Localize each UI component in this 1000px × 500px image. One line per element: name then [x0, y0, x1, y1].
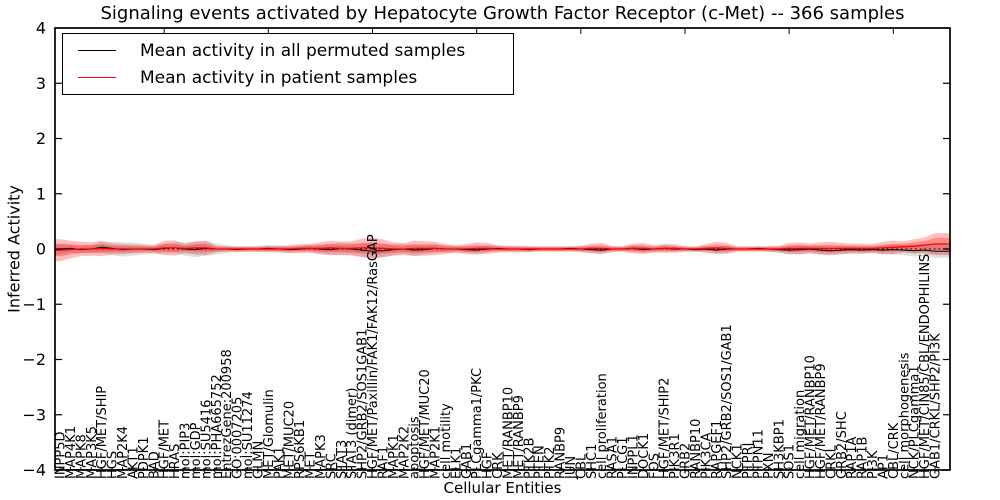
legend: Mean activity in all permuted samples Me… [62, 33, 514, 95]
y-tick-label: −1 [22, 295, 46, 314]
legend-item-patient: Mean activity in patient samples [78, 68, 513, 88]
x-tick-label: GAB1/CRKL/SHP2/PI3K [929, 333, 944, 479]
y-tick-label: 4 [36, 19, 46, 38]
x-tick-label: HGF/MET [158, 420, 173, 479]
x-tick-label: MET/RANBP9 [512, 395, 527, 479]
x-tick-label: mol:GDP [189, 422, 204, 479]
x-tick-label: CBL [574, 453, 589, 479]
red-line-swatch [78, 77, 116, 78]
x-tick-label: NCK/PLCgamma1 [908, 365, 923, 479]
legend-label-permuted: Mean activity in all permuted samples [140, 40, 466, 61]
x-tick-label: MET/MUC20 [283, 401, 298, 479]
patient-std-band [55, 233, 950, 262]
x-tick-label: cell migration [793, 390, 808, 479]
x-tick-label: MAP2K1 [429, 426, 444, 479]
x-tick-label: PIK3R1 [668, 433, 683, 479]
x-tick-label: PTK2B [522, 438, 537, 480]
x-tick-label: PXN [762, 453, 777, 479]
y-tick-label: 0 [36, 240, 46, 259]
x-tick-label: RAPGEF1 [710, 420, 725, 479]
patient-std-band-inner [55, 237, 950, 257]
x-axis-label: Cellular Entities [443, 479, 562, 497]
x-tick-label: HGF/MET/MUC20 [418, 369, 433, 479]
x-tick-label: PIK3CA [699, 432, 714, 479]
x-tick-label: MET/Glomulin [262, 389, 277, 479]
x-tick-label: CBL/CRK [887, 422, 902, 479]
x-tick-label: INPP5D [54, 431, 69, 479]
x-tick-label: MET/RANBP10 [501, 387, 516, 479]
x-tick-label: SRC [324, 453, 339, 479]
x-tick-label: EntrezGene:200958 [220, 349, 235, 479]
x-tick-label: MAPK1 [387, 434, 402, 479]
x-tick-label: cell proliferation [595, 373, 610, 479]
x-tick-label: BAD [147, 451, 162, 479]
permuted-std-band-inner [55, 244, 950, 256]
x-tick-label: mol:PHA665752 [210, 374, 225, 479]
x-tick-label: PTPN11 [751, 429, 766, 479]
y-tick-label: 1 [36, 184, 46, 203]
y-tick-label: 2 [36, 129, 46, 148]
x-tick-label: cell morphogenesis [897, 352, 912, 479]
x-tick-label: ELK1 [449, 447, 464, 479]
x-tick-label: RANBP9 [554, 427, 569, 479]
x-tick-label: PI3K [866, 450, 881, 479]
x-tick-label: MAP4K1 [64, 426, 79, 479]
x-tick-label: PDPK1 [137, 437, 152, 480]
patient-mean-line [55, 243, 950, 251]
x-tick-label: MAP2K4 [116, 426, 131, 479]
x-tick-label: MAP3K5 [85, 426, 100, 479]
x-tick-label: HGS [106, 451, 121, 479]
x-tick-label: apoptosis [408, 416, 423, 479]
x-tick-label: MET [304, 452, 319, 479]
x-tick-label: HGF/MET/SHIP2 [658, 378, 673, 479]
x-tick-label: HGF/MET/RANBP9 [814, 363, 829, 479]
x-tick-label: MAPK8 [74, 434, 89, 479]
x-tick-label: SHP2/GRB2/SOS1/GAB1 [720, 324, 735, 479]
x-tick-label: RAP1A [845, 436, 860, 479]
x-tick-label: PLCG1 [616, 436, 631, 479]
y-tick-label: −2 [22, 350, 46, 369]
x-tick-label: SH3KBP1 [772, 419, 787, 479]
x-tick-label: HGF/MET/RANBP10 [804, 355, 819, 479]
y-tick-label: −3 [22, 405, 46, 424]
x-tick-label: MAPK3 [314, 434, 329, 479]
chart-title: Signaling events activated by Hepatocyte… [100, 3, 905, 24]
x-tick-label: INPPL1 [626, 434, 641, 479]
legend-item-permuted: Mean activity in all permuted samples [78, 41, 513, 61]
y-tick-label: −4 [22, 461, 46, 480]
x-tick-label: RANBP10 [689, 419, 704, 479]
x-tick-label: HGF/MET/CIN85/CBL/ENDOPHILINS [918, 254, 933, 479]
x-tick-label: GO:0007205 [231, 397, 246, 479]
x-tick-label: RAP1B [856, 437, 871, 479]
x-tick-label: mol:PIP3 [179, 423, 194, 479]
permuted-std-band [55, 241, 950, 259]
x-tick-label: mol:SU5416 [199, 400, 214, 479]
x-tick-label: DOCK1 [637, 433, 652, 479]
y-axis-label: Inferred Activity [4, 185, 24, 313]
x-tick-label: PLCgamma1/PKC [470, 368, 485, 479]
y-tick-label: 3 [36, 74, 46, 93]
x-tick-label: FOS [647, 453, 662, 479]
x-tick-label: CRK [491, 452, 506, 479]
black-line-swatch [78, 50, 116, 51]
x-tick-label: MAP2K2 [397, 426, 412, 479]
x-tick-label: JUN [564, 456, 579, 480]
axes-spines [54, 27, 951, 471]
x-tick-label: cell motility [439, 403, 454, 479]
x-tick-label: STAT3 (dimer) [345, 388, 360, 479]
x-tick-label: PTK2 [543, 446, 558, 479]
x-tick-label: RASA1 [606, 436, 621, 479]
x-tick-label: HGF [481, 452, 496, 479]
x-tick-label: GRB2/SHC [835, 411, 850, 479]
legend-label-patient: Mean activity in patient samples [140, 67, 418, 88]
x-tick-label: RPS6KB1 [293, 420, 308, 479]
x-tick-label: mol:SU11274 [241, 391, 256, 479]
x-tick-label: HGF/MET/Paxillin/FAK1/FAK12/RasGAP [366, 234, 381, 479]
x-tick-label: SHP2/GRB2/SOS1GAB1 [356, 329, 371, 479]
x-tick-label: HGF/MET/SHIP [95, 386, 110, 479]
x-tick-label: AP1 [876, 454, 891, 479]
